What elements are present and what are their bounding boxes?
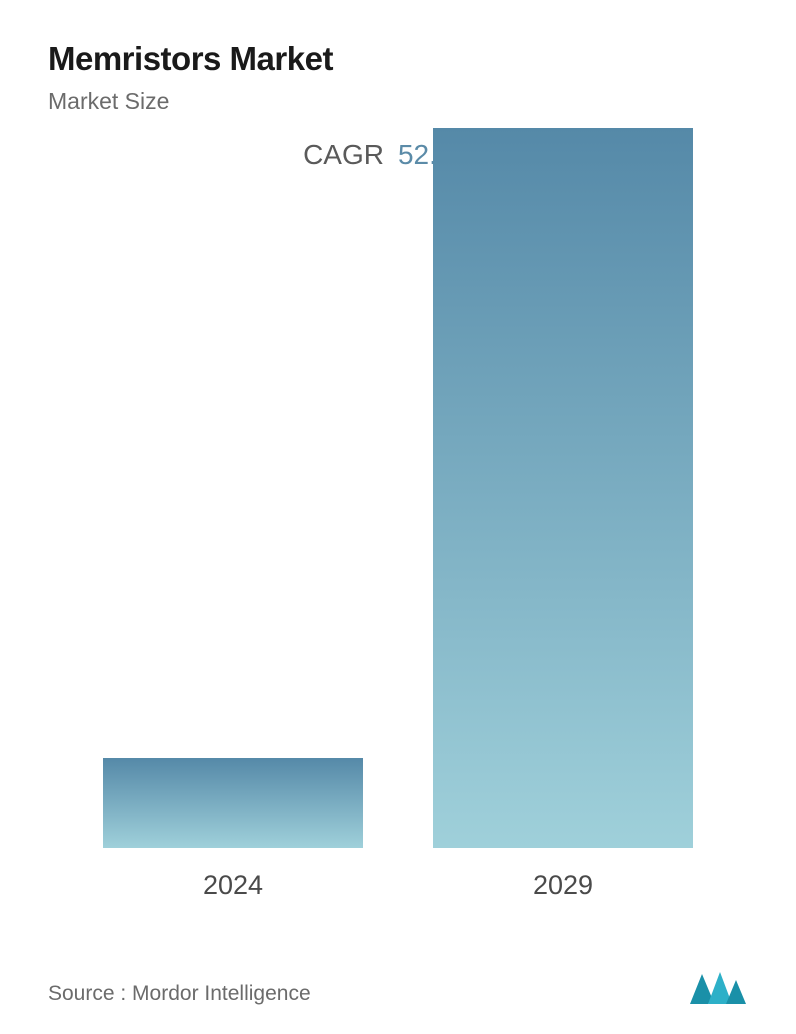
- chart-title: Memristors Market: [48, 40, 748, 78]
- bar-group-0: 2024: [93, 758, 373, 901]
- bar-chart: 2024 2029: [48, 181, 748, 901]
- bar-1: [433, 128, 693, 848]
- mordor-logo-icon: [688, 968, 748, 1006]
- chart-subtitle: Market Size: [48, 88, 748, 115]
- bar-label-1: 2029: [533, 870, 593, 901]
- chart-container: Memristors Market Market Size CAGR52.20%…: [0, 0, 796, 1034]
- bar-0: [103, 758, 363, 848]
- source-prefix: Source :: [48, 982, 132, 1005]
- source-name: Mordor Intelligence: [132, 982, 311, 1005]
- footer: Source : Mordor Intelligence: [48, 968, 748, 1006]
- source-attribution: Source : Mordor Intelligence: [48, 982, 311, 1006]
- bar-group-1: 2029: [423, 128, 703, 901]
- cagr-label: CAGR: [303, 139, 384, 170]
- bar-label-0: 2024: [203, 870, 263, 901]
